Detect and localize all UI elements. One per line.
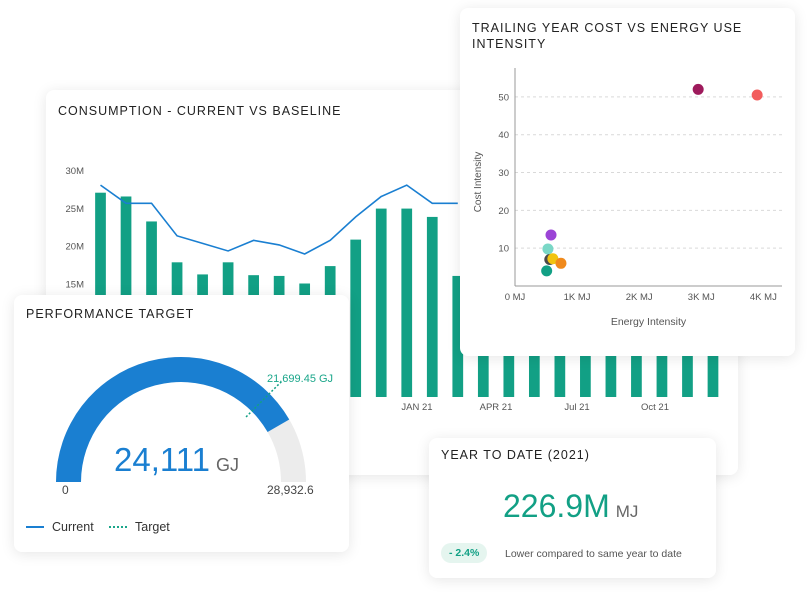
ytd-value-unit: MJ [615, 502, 639, 521]
y-tick-label: 50 [498, 92, 509, 103]
performance-title: PERFORMANCE TARGET [26, 307, 195, 321]
y-tick-label: 25M [66, 204, 85, 215]
gauge-fill [56, 356, 290, 482]
x-tick-label: 0 MJ [505, 292, 526, 303]
gauge-min-label: 0 [62, 483, 69, 497]
legend-current-swatch [26, 526, 44, 528]
x-tick-label: Oct 21 [641, 402, 669, 413]
gauge-value: 24,111 GJ [114, 441, 239, 479]
scatter-point [555, 257, 567, 269]
y-tick-label: 10 [498, 244, 509, 255]
x-tick-label: APR 21 [480, 402, 513, 413]
legend-target-swatch [109, 526, 127, 528]
ytd-change-badge: - 2.4% [441, 543, 488, 563]
x-tick-label: JAN 21 [401, 402, 432, 413]
bar [401, 208, 413, 397]
gauge-target-label: 21,699.45 GJ [267, 373, 334, 385]
x-tick-label: 4K MJ [750, 292, 777, 303]
ytd-card: YEAR TO DATE (2021) 226.9M MJ - 2.4% Lowe… [429, 438, 716, 578]
y-tick-label: 20M [66, 242, 85, 253]
ytd-value-number: 226.9M [503, 488, 610, 524]
x-tick-label: 2K MJ [626, 292, 653, 303]
x-tick-label: 1K MJ [564, 292, 591, 303]
scatter-point [751, 89, 763, 101]
gauge-chart [56, 356, 306, 482]
x-axis-label: Energy Intensity [611, 316, 687, 328]
scatter-point [547, 253, 559, 265]
scatter-point [541, 265, 553, 277]
y-tick-label: 20 [498, 206, 509, 217]
scatter-chart: 10 20 30 40 50 0 MJ 1K MJ 2K MJ 3K MJ 4K MJ Energy… [473, 68, 782, 328]
ytd-change-note: Lower compared to same year to date [505, 548, 682, 560]
y-tick-label: 30M [66, 166, 85, 177]
bar [375, 208, 387, 397]
legend-target-label: Target [135, 520, 170, 534]
gauge-max-label: 28,932.6 [267, 483, 314, 497]
x-tick-label: 3K MJ [688, 292, 715, 303]
legend-target: Target [109, 520, 170, 534]
bar [426, 216, 438, 397]
consumption-title: CONSUMPTION - CURRENT VS BASELINE [58, 104, 342, 118]
baseline-line [100, 184, 458, 255]
y-axis-label: Cost Intensity [473, 152, 484, 213]
y-tick-label: 30 [498, 168, 509, 179]
bar [95, 192, 106, 397]
scatter-card: 10 20 30 40 50 0 MJ 1K MJ 2K MJ 3K MJ 4K MJ Energy… [460, 8, 795, 356]
y-tick-label: 40 [498, 130, 509, 141]
scatter-point [542, 243, 554, 255]
performance-card: PERFORMANCE TARGET 21,699.45 GJ 24,111 GJ… [14, 295, 349, 552]
legend-current: Current [26, 520, 94, 534]
bar [350, 239, 362, 397]
scatter-point [545, 229, 557, 241]
gauge-value-unit: GJ [216, 455, 240, 475]
ytd-title: YEAR TO DATE (2021) [441, 448, 590, 462]
legend-current-label: Current [52, 520, 94, 534]
ytd-value: 226.9M MJ [503, 488, 638, 525]
gauge-value-number: 24,111 [114, 441, 211, 478]
gauge-target-marker [245, 380, 283, 418]
bar [452, 275, 464, 397]
scatter-point [692, 83, 704, 95]
scatter-title: TRAILING YEAR COST VS ENERGY USE INTENSI… [472, 21, 743, 51]
y-tick-label: 15M [66, 280, 85, 291]
x-tick-label: Jul 21 [564, 402, 589, 413]
